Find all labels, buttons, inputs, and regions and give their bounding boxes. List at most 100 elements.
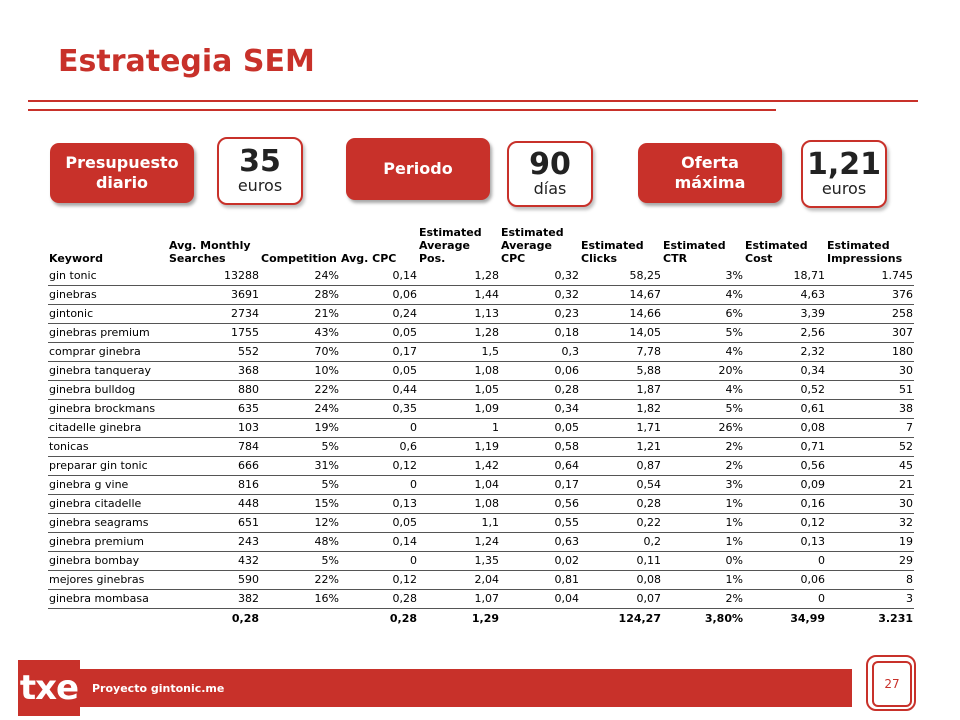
keyword-cell: ginebra mombasa	[48, 589, 168, 609]
metric-cell: 1%	[662, 513, 744, 533]
metric-cell: 2%	[662, 456, 744, 476]
metric-cell: 0,05	[340, 361, 418, 381]
metric-cell: 2,04	[418, 570, 500, 590]
metric-cell: 2734	[168, 304, 260, 324]
metric-cell: 1,08	[418, 361, 500, 381]
table-row: mejores ginebras 590 22% 0,12 2,04 0,81 0,08 1%…	[48, 570, 914, 590]
metric-cell: 3%	[662, 475, 744, 495]
total-cell	[500, 609, 580, 630]
metric-cell: 0,52	[744, 380, 826, 400]
metric-cell: 0,13	[744, 532, 826, 552]
metric-cell: 3	[826, 589, 914, 609]
metric-cell: 0,06	[744, 570, 826, 590]
metric-cell: 0,58	[500, 437, 580, 457]
offer-label-line2: máxima	[674, 173, 746, 192]
metric-cell: 5%	[662, 323, 744, 343]
metric-cell: 0,54	[580, 475, 662, 495]
metric-cell: 0,12	[340, 456, 418, 476]
column-header: Estimated Average CPC	[500, 226, 580, 267]
metric-cell: 1,08	[418, 494, 500, 514]
column-header: Competition	[260, 226, 340, 267]
table-row: ginebra premium 243 48% 0,14 1,24 0,63 0,2 1% 0,…	[48, 532, 914, 552]
metric-cell: 0,63	[500, 532, 580, 552]
metric-cell: 22%	[260, 570, 340, 590]
total-cell	[48, 609, 168, 630]
metric-cell: 58,25	[580, 267, 662, 286]
metric-cell: 0,05	[340, 323, 418, 343]
footer-bar	[76, 669, 852, 707]
metric-cell: 1,24	[418, 532, 500, 552]
keyword-cell: gintonic	[48, 304, 168, 324]
metric-cell: 3%	[662, 267, 744, 286]
offer-value: 1,21	[806, 147, 882, 182]
column-header-line: Keyword	[49, 252, 103, 265]
metric-cell: 5,88	[580, 361, 662, 381]
column-header-line: Estimated	[581, 239, 644, 252]
metric-cell: 0	[340, 418, 418, 438]
metric-cell: 1%	[662, 570, 744, 590]
column-header-line: Clicks	[581, 252, 617, 265]
metric-cell: 38	[826, 399, 914, 419]
metric-cell: 12%	[260, 513, 340, 533]
metric-cell: 13288	[168, 267, 260, 286]
budget-label-line2: diario	[95, 173, 149, 192]
keyword-cell: ginebras	[48, 285, 168, 305]
metric-cell: 1	[418, 418, 500, 438]
metric-cell: 24%	[260, 267, 340, 286]
title-rule-bottom	[28, 109, 776, 111]
metric-cell: 0,44	[340, 380, 418, 400]
column-header: Keyword	[48, 226, 168, 267]
metric-cell: 26%	[662, 418, 744, 438]
column-header-line: Average Pos.	[419, 239, 470, 265]
metric-cell: 1,82	[580, 399, 662, 419]
metric-cell: 1%	[662, 532, 744, 552]
table-row: ginebras premium 1755 43% 0,05 1,28 0,18 14,05…	[48, 323, 914, 343]
column-header-line: Estimated	[745, 239, 808, 252]
metric-cell: 666	[168, 456, 260, 476]
metric-cell: 0	[744, 551, 826, 571]
keyword-cell: ginebra seagrams	[48, 513, 168, 533]
metric-cell: 0,09	[744, 475, 826, 495]
period-value: 90	[529, 147, 571, 182]
metric-cell: 52	[826, 437, 914, 457]
column-header-line: Impressions	[827, 252, 903, 265]
metric-cell: 0,16	[744, 494, 826, 514]
budget-label-line1: Presupuesto	[65, 153, 179, 172]
table-row: gintonic 2734 21% 0,24 1,13 0,23 14,66 6% 3,39 25…	[48, 304, 914, 324]
metric-cell: 0,23	[500, 304, 580, 324]
column-header-line: Searches	[169, 252, 226, 265]
table-row: ginebra bulldog 880 22% 0,44 1,05 0,28 1,87 4% 0…	[48, 380, 914, 400]
total-cell: 1,29	[471, 612, 499, 625]
metric-cell: 552	[168, 342, 260, 362]
metric-cell: 0,64	[500, 456, 580, 476]
metric-cell: 0,81	[500, 570, 580, 590]
table-row: preparar gin tonic 666 31% 0,12 1,42 0,64 0,87…	[48, 456, 914, 476]
keyword-cell: ginebra tanqueray	[48, 361, 168, 381]
metric-cell: 0,12	[744, 513, 826, 533]
metric-cell: 1755	[168, 323, 260, 343]
keyword-cell: ginebra premium	[48, 532, 168, 552]
metric-cell: 0,3	[500, 342, 580, 362]
metric-cell: 10%	[260, 361, 340, 381]
metric-cell: 590	[168, 570, 260, 590]
metric-cell: 29	[826, 551, 914, 571]
period-value-box: 90 días	[507, 141, 593, 207]
metric-cell: 0,2	[580, 532, 662, 552]
metric-cell: 0,17	[500, 475, 580, 495]
metric-cell: 1,1	[418, 513, 500, 533]
table-row: ginebra mombasa 382 16% 0,28 1,07 0,04 0,07 2% 0…	[48, 589, 914, 609]
metric-cell: 14,66	[580, 304, 662, 324]
offer-label: Oferta máxima	[638, 143, 782, 203]
column-header-line: Estimated	[663, 239, 726, 252]
metric-cell: 0,28	[340, 589, 418, 609]
column-header-line: Competition	[261, 252, 337, 265]
footer-project: Proyecto gintonic.me	[92, 682, 225, 695]
metric-cell: 32	[826, 513, 914, 533]
metric-cell: 1,21	[580, 437, 662, 457]
keyword-cell: ginebra bulldog	[48, 380, 168, 400]
metric-cell: 51	[826, 380, 914, 400]
metric-cell: 0,56	[744, 456, 826, 476]
metric-cell: 4,63	[744, 285, 826, 305]
metric-cell: 2%	[662, 437, 744, 457]
metric-cell: 4%	[662, 380, 744, 400]
